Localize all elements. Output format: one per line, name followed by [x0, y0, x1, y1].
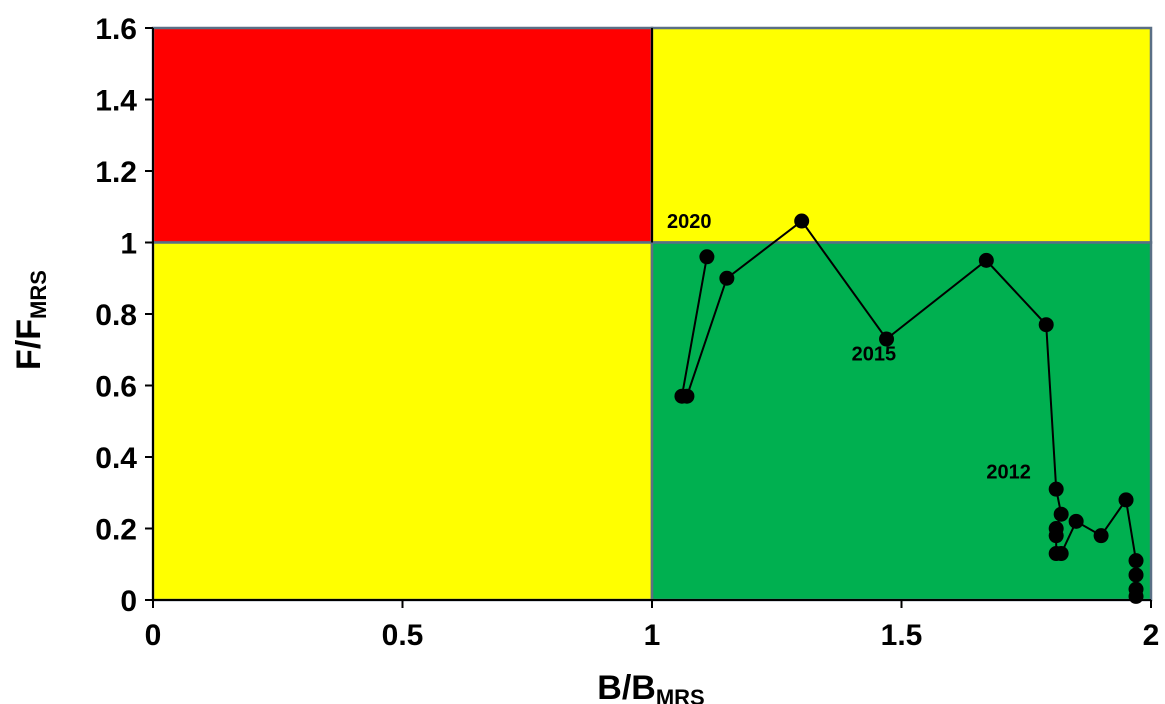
year-label: 2015 [852, 343, 897, 365]
year-annotations: 2020 2015 2012 [667, 211, 1031, 483]
x-tick-label: 0.5 [382, 619, 424, 652]
data-point [879, 331, 895, 347]
y-tick-label: 0.4 [95, 442, 137, 475]
data-point [1048, 521, 1064, 536]
y-axis-ticks: 0 0.2 0.4 0.6 0.8 1 1.2 1.4 1.6 [95, 13, 153, 618]
x-tick-label: 2 [1143, 619, 1160, 652]
x-axis-title: B/BMRS [597, 669, 704, 704]
data-point [1053, 506, 1069, 522]
y-tick-label: 1.2 [95, 156, 137, 189]
zone-overfishing-healthy [650, 26, 1153, 244]
y-tick-label: 1 [120, 228, 137, 261]
data-point [699, 249, 715, 265]
data-point [674, 388, 690, 404]
zone-no-overfishing-overfished [151, 241, 654, 602]
data-point [719, 270, 735, 286]
zone-no-overfishing-healthy [650, 241, 1153, 602]
x-axis-title-subscript: MRS [656, 685, 705, 704]
x-axis-title-main: B/B [597, 669, 656, 704]
data-point [794, 213, 810, 229]
y-tick-label: 0.6 [95, 371, 137, 404]
y-axis-title-subscript: MRS [26, 270, 51, 319]
data-point [1093, 528, 1109, 544]
y-axis-title-main: F/F [10, 319, 48, 370]
trajectory-series [674, 213, 1144, 604]
data-point [1038, 317, 1054, 333]
zone-overfishing-overfished [151, 26, 654, 244]
x-tick-label: 1 [644, 619, 661, 652]
y-tick-label: 0 [120, 585, 137, 618]
y-tick-label: 1.4 [95, 85, 137, 118]
data-point [1128, 567, 1144, 583]
data-point [1118, 492, 1134, 508]
x-tick-label: 1.5 [881, 619, 923, 652]
x-tick-label: 0 [145, 619, 162, 652]
data-point [1068, 513, 1084, 529]
y-tick-label: 0.8 [95, 299, 137, 332]
x-axis-ticks: 0 0.5 1 1.5 2 [145, 600, 1160, 652]
data-point [1128, 581, 1144, 597]
status-zones [151, 26, 1153, 602]
data-point [978, 252, 994, 268]
data-point [1048, 481, 1064, 497]
year-label: 2020 [667, 211, 712, 233]
year-label: 2012 [986, 461, 1031, 483]
y-tick-label: 0.2 [95, 514, 137, 547]
data-point [1048, 546, 1064, 562]
y-tick-label: 1.6 [95, 13, 137, 46]
data-point [1128, 553, 1144, 569]
y-axis-title: F/FMRS [10, 270, 51, 370]
